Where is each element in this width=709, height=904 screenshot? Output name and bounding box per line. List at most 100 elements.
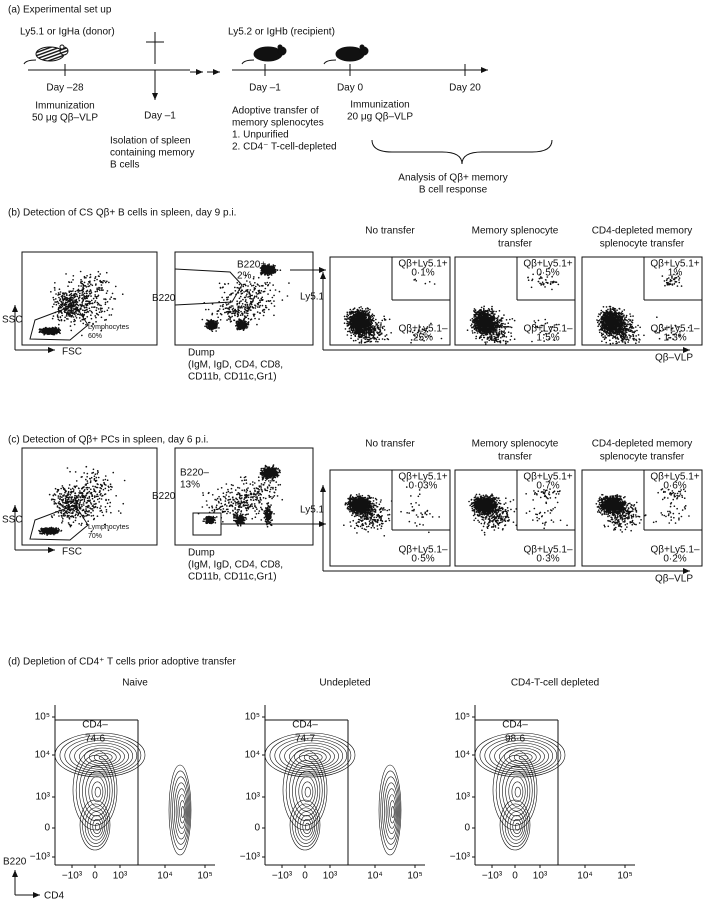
cell-dots <box>199 465 283 527</box>
plot-frame <box>330 257 450 345</box>
x-tick-label: 10⁵ <box>617 871 632 882</box>
contour <box>290 800 320 850</box>
quadrant-label: 0·2% <box>663 554 686 565</box>
day-label: Day –1 <box>144 111 176 122</box>
protocol-step: 2. CD4⁻ T-cell-depleted <box>232 142 337 153</box>
gate-label: B220– <box>180 468 209 479</box>
quadrant-label: 0·6% <box>663 481 686 492</box>
plot-title: transfer <box>498 452 533 463</box>
protocol-step: 1. Unpurified <box>232 130 289 141</box>
quadrant-label: Qβ+Ly5.1+ <box>650 472 699 483</box>
contour <box>95 787 101 797</box>
contour <box>298 812 315 841</box>
contour <box>294 748 330 766</box>
cell-dots <box>468 274 560 344</box>
plot-title: Memory splenocyte <box>472 226 559 237</box>
contour <box>381 771 400 850</box>
contour <box>515 787 521 797</box>
contour <box>283 750 327 830</box>
contour <box>493 750 537 830</box>
plot-title: No transfer <box>365 439 415 450</box>
plot-title: CD4-T-cell depleted <box>511 678 599 689</box>
x-tick-label: 10⁴ <box>367 871 382 882</box>
y-tick-label: 10⁴ <box>35 750 50 761</box>
day-label: Day 20 <box>449 83 481 94</box>
contour <box>499 761 532 821</box>
quadrant-label: Qβ+Ly5.1– <box>523 545 572 556</box>
plot-frame <box>22 252 157 345</box>
contour <box>60 736 141 776</box>
axis-label: Qβ–VLP <box>655 574 693 585</box>
panel-title: (d) Depletion of CD4⁺ T cells prior adop… <box>8 657 236 668</box>
protocol-step: B cells <box>110 160 139 171</box>
quadrant-label: 1% <box>668 268 683 279</box>
contour <box>512 782 523 802</box>
axis-label: FSC <box>62 547 82 558</box>
quadrant-label: Qβ+Ly5.1+ <box>523 259 572 270</box>
cell-dots <box>469 489 567 535</box>
axis-label: FSC <box>62 347 82 358</box>
contour <box>504 748 540 766</box>
axis-label: SSC <box>2 515 23 526</box>
x-tick-label: 0 <box>512 871 518 882</box>
contour <box>508 812 525 841</box>
y-tick-label: 10⁵ <box>245 712 260 723</box>
y-tick-label: 10³ <box>456 792 471 803</box>
contour <box>290 746 335 768</box>
contour <box>171 771 190 850</box>
y-tick-label: −10³ <box>240 852 261 863</box>
day-label: Day 0 <box>337 83 364 94</box>
cell-dots <box>344 487 439 536</box>
contour <box>82 766 110 816</box>
contour <box>384 783 398 839</box>
contour <box>80 746 125 768</box>
plot-title: Memory splenocyte <box>472 439 559 450</box>
quadrant-label: 0·1% <box>411 268 434 279</box>
x-tick-label: −10³ <box>62 871 83 882</box>
contour <box>280 741 343 772</box>
gate-label: 70% <box>88 533 102 540</box>
contour <box>500 746 545 768</box>
contour <box>75 743 129 769</box>
quadrant-label: Qβ+Ly5.1– <box>650 324 699 335</box>
gate-value: 98·6 <box>505 734 525 745</box>
quadrant-label: Qβ+Ly5.1– <box>398 324 447 335</box>
recipient-label: Ly5.2 or IgHb (recipient) <box>228 27 335 38</box>
plot-title: splenocyte transfer <box>600 239 685 250</box>
gate-label: CD4– <box>82 720 108 731</box>
quadrant-label: 0·03% <box>409 481 438 492</box>
contour <box>70 741 133 772</box>
contour <box>503 804 529 847</box>
contour <box>296 771 318 811</box>
contour <box>305 823 309 830</box>
contour <box>86 771 108 811</box>
contour <box>305 787 311 797</box>
protocol-step: Adoptive transfer of <box>232 106 319 117</box>
contour <box>285 743 339 769</box>
contour <box>73 750 117 830</box>
y-tick-label: 10⁴ <box>455 750 470 761</box>
plot-title: splenocyte transfer <box>600 452 685 463</box>
panel-title: (b) Detection of CS Qβ+ B cells in splee… <box>8 208 236 219</box>
gate-label: 60% <box>88 333 102 340</box>
x-tick-label: 10³ <box>533 871 548 882</box>
axis-label: Ly5.1 <box>300 292 325 303</box>
quadrant-label: Qβ+Ly5.1+ <box>523 472 572 483</box>
gate-value: 74·6 <box>85 734 105 745</box>
gate <box>30 505 88 540</box>
axis-label: Qβ–VLP <box>655 353 693 364</box>
contour <box>299 777 316 807</box>
axis-label: Ly5.1 <box>300 505 325 516</box>
quadrant-label: Qβ+Ly5.1+ <box>398 259 447 270</box>
cell-dots <box>596 489 689 532</box>
y-tick-label: 0 <box>44 823 50 834</box>
contour <box>93 819 102 833</box>
contour <box>89 777 106 807</box>
gate <box>175 269 242 305</box>
x-tick-label: 0 <box>302 871 308 882</box>
contour <box>181 806 184 817</box>
quadrant-label: Qβ+Ly5.1+ <box>398 472 447 483</box>
x-tick-label: 10⁵ <box>407 871 422 882</box>
plot-frame <box>582 470 702 566</box>
contour <box>176 789 187 834</box>
